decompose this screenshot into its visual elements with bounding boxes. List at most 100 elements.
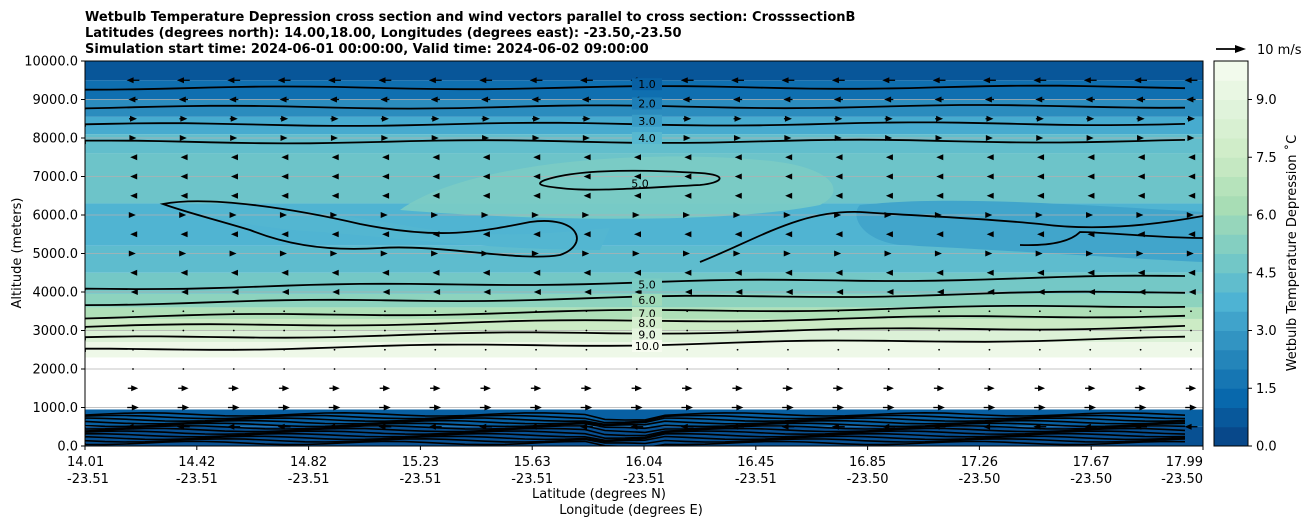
- colorbar-segment: [1214, 253, 1248, 274]
- x-tick-label-longitude: -23.51: [511, 472, 553, 487]
- wind-vector-arrow: [731, 77, 739, 84]
- wind-vector-arrow: [835, 154, 843, 161]
- wind-vector-arrow: [482, 154, 490, 161]
- wind-vector-arrow: [479, 423, 487, 430]
- contour-label: 10.0: [635, 340, 660, 353]
- wind-vector-arrow: [533, 269, 541, 276]
- wind-vector-arrow: [988, 368, 991, 370]
- colorbar-tick-label: 0.0: [1256, 440, 1277, 455]
- wind-vector-arrow: [1188, 154, 1196, 161]
- wind-vector-arrow: [683, 135, 691, 141]
- wind-vector-arrow: [987, 289, 995, 295]
- wind-vector-arrow: [834, 250, 842, 257]
- wind-vector-arrow: [283, 348, 286, 351]
- surface-contour: [85, 424, 1186, 434]
- contour-line: [85, 290, 1186, 306]
- wind-vector-arrow: [986, 115, 994, 122]
- surface-contour: [85, 427, 1186, 437]
- contour-label: 3.0: [638, 115, 656, 128]
- wind-vector-arrow: [331, 231, 339, 238]
- wind-vector-arrow: [786, 404, 794, 411]
- wind-vector-arrow: [736, 404, 744, 411]
- wind-vector-arrow: [1136, 250, 1144, 257]
- wind-vector-arrow: [885, 115, 893, 122]
- wind-vector-arrow: [938, 329, 940, 332]
- wind-vector-arrow: [1037, 173, 1045, 180]
- wind-vector-arrow: [482, 135, 490, 141]
- wind-vector-arrow: [483, 289, 491, 295]
- chart-title-line-3: Simulation start time: 2024-06-01 00:00:…: [85, 42, 649, 57]
- wind-vector-arrow: [736, 329, 739, 332]
- wind-vector-arrow: [535, 348, 537, 351]
- wind-vector-arrow: [837, 404, 845, 411]
- wind-vector-arrow: [532, 135, 540, 141]
- colorbar-segment: [1214, 388, 1248, 408]
- wind-vector-arrow: [734, 115, 742, 122]
- wind-vector-arrow: [1087, 115, 1095, 122]
- wind-vector-arrow: [630, 423, 638, 430]
- wind-vector-arrow: [1139, 368, 1142, 370]
- wind-vector-arrow: [230, 135, 238, 141]
- wind-vector-arrow: [836, 289, 844, 295]
- wind-vector-arrow: [831, 423, 839, 430]
- wind-vector-arrow: [734, 269, 742, 276]
- wind-vector-arrow: [1137, 154, 1145, 161]
- wind-vector-arrow: [531, 96, 539, 103]
- x-tick-label-longitude: -23.51: [399, 472, 441, 487]
- wind-vector-arrow: [179, 212, 187, 218]
- wind-vector-arrow: [180, 173, 188, 180]
- wind-vector-arrow: [281, 154, 289, 161]
- wind-vector-arrow: [585, 329, 588, 332]
- wind-vector-arrow: [481, 96, 489, 103]
- wind-vector-arrow: [885, 154, 893, 161]
- wind-vector-arrow: [680, 77, 688, 84]
- wind-vector-arrow: [430, 96, 438, 103]
- wind-vector-arrow: [1134, 423, 1142, 430]
- wind-vector-arrow: [230, 192, 238, 199]
- wind-vector-arrow: [582, 135, 590, 141]
- wind-vector-arrow: [785, 173, 793, 180]
- wind-vector-arrow: [635, 368, 638, 370]
- contour-line: [85, 138, 1186, 145]
- wind-vector-arrow: [1038, 348, 1041, 351]
- wind-vector-arrow: [182, 368, 185, 370]
- wind-vector-arrow: [1088, 385, 1096, 392]
- wind-vector-arrow: [936, 173, 944, 180]
- wind-vector-arrow: [783, 96, 791, 103]
- wind-vector-arrow: [1086, 250, 1094, 257]
- y-tick-label: 5000.0: [33, 247, 79, 262]
- wind-vector-arrow: [1037, 192, 1045, 199]
- surface-contour: [85, 437, 1186, 445]
- wind-vector-arrow: [785, 192, 793, 199]
- colorbar-tick-label: 9.0: [1256, 93, 1277, 108]
- wind-vector-arrow: [731, 423, 739, 430]
- contour-labels: 1.02.03.04.05.05.06.07.08.09.010.0: [631, 78, 662, 353]
- contour-line: [85, 121, 1186, 127]
- wind-vector-arrow: [582, 250, 590, 257]
- wind-vector-arrow: [987, 385, 995, 392]
- contour-label: 9.0: [638, 328, 656, 341]
- colorbar-segment: [1214, 407, 1248, 428]
- wind-vector-arrow: [686, 368, 689, 370]
- wind-vector-arrow: [733, 212, 741, 218]
- colorbar-segment: [1214, 61, 1248, 81]
- wind-vector-arrow: [180, 192, 188, 199]
- wind-vector-arrow: [887, 310, 890, 313]
- wind-vector-arrow: [783, 250, 791, 257]
- wind-vector-arrow: [833, 96, 841, 103]
- wind-vector-arrow: [230, 154, 238, 161]
- wind-vector-arrow: [482, 173, 490, 180]
- wind-vector-arrow: [580, 423, 588, 430]
- colorbar-tick-label: 1.5: [1256, 382, 1277, 397]
- wind-vector-arrow: [428, 77, 436, 84]
- wind-vector-arrow: [432, 115, 440, 122]
- wind-vector-arrow: [383, 385, 391, 392]
- x-tick-label-longitude: -23.50: [847, 472, 889, 487]
- wind-vector-arrow: [936, 154, 944, 161]
- wind-vector-arrow: [1139, 348, 1142, 351]
- wind-vector-arrow: [432, 192, 440, 199]
- colorbar-segment: [1214, 99, 1248, 120]
- wind-vector-arrow: [684, 192, 692, 199]
- contour-label: 5.0: [631, 177, 649, 190]
- colorbar-tick-label: 6.0: [1256, 209, 1277, 224]
